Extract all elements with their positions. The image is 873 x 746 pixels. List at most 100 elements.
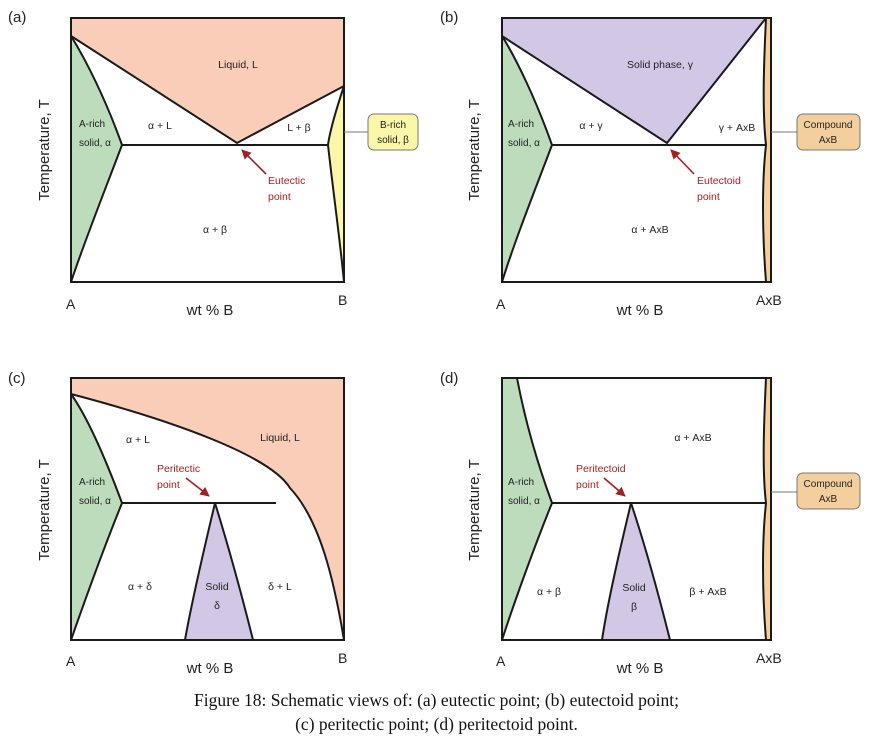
panel-c-letter: (c): [8, 370, 26, 387]
eutectoid-label-2: point: [697, 191, 720, 203]
eutectic-label-1: Eutectic: [268, 175, 305, 187]
delta-left-line: [184, 502, 216, 641]
x-axis-left-end: A: [66, 653, 76, 669]
alpha-solvus-line: [70, 35, 124, 283]
alpha-beta-label: α + β: [203, 224, 227, 236]
peritectic-label-2: point: [157, 479, 180, 491]
alpha-solid-region: [71, 394, 122, 640]
alpha-solid-label-2: solid, α: [508, 496, 540, 507]
panel-d: (d) α + AxB A-rich solid, α α + β Solid …: [440, 370, 861, 677]
alpha-solid-region: [502, 36, 552, 282]
x-axis-title: wt % B: [186, 302, 234, 319]
peritectoid-arrow: [603, 477, 626, 497]
peritectoid-label-1: Peritectoid: [576, 463, 626, 475]
solid-delta-label-1: Solid: [205, 581, 229, 593]
panel-b-letter: (b): [440, 9, 458, 26]
alpha-solid-label-2: solid, α: [79, 138, 111, 149]
y-axis-title: Temperature, T: [36, 459, 53, 560]
callout-label-1: B-rich: [380, 120, 406, 131]
y-axis-title: Temperature, T: [36, 99, 53, 200]
peritectoid-label-2: point: [576, 479, 599, 491]
callout-label-1: Compound: [804, 479, 853, 490]
alpha-l-label: α + L: [148, 120, 172, 132]
callout-box: [796, 472, 861, 510]
gamma-axb-label: γ + AxB: [719, 122, 755, 134]
gamma-solid-region: [502, 18, 766, 143]
x-axis-right-end: AxB: [756, 292, 782, 308]
gamma-boundary-line: [501, 17, 767, 145]
panel-a: (a) Liquid, L α + L L + β A-rich solid, …: [8, 9, 419, 319]
alpha-solvus-line: [70, 393, 124, 641]
alpha-solid-label-1: A-rich: [508, 477, 534, 488]
figure-caption-line-2: (c) peritectic point; (d) peritectoid po…: [295, 714, 578, 734]
alpha-beta-label: α + β: [537, 586, 561, 598]
panel-b: (b) Solid phase, γ α + γ γ + AxB A-rich …: [440, 9, 861, 319]
eutectic-label-2: point: [268, 191, 291, 203]
plot-frame: [501, 17, 772, 283]
beta-right-line: [630, 502, 671, 641]
callout-box: [796, 113, 861, 151]
eutectic-arrow: [241, 149, 267, 175]
liquid-region: [71, 18, 344, 143]
x-axis-right-end: B: [338, 292, 347, 308]
x-axis-title: wt % B: [616, 302, 664, 319]
alpha-solid-label-2: solid, α: [508, 138, 540, 149]
liquid-label: Liquid, L: [218, 59, 258, 71]
eutectoid-arrow: [670, 149, 695, 175]
solid-beta-label-1: Solid: [622, 582, 646, 594]
alpha-solid-region: [71, 36, 122, 282]
panel-a-letter: (a): [8, 9, 26, 26]
y-axis-title: Temperature, T: [466, 99, 483, 200]
x-axis-title: wt % B: [616, 660, 664, 677]
alpha-delta-label: α + δ: [128, 581, 152, 593]
alpha-solvus-line: [501, 35, 554, 283]
plot-frame: [70, 17, 345, 283]
x-axis-left-end: A: [496, 296, 506, 312]
delta-l-label: δ + L: [268, 581, 292, 593]
peritectic-label-1: Peritectic: [157, 463, 200, 475]
compound-region: [763, 378, 771, 640]
liquid-region: [71, 378, 344, 640]
beta-solid-region: [602, 503, 670, 640]
beta-left-line: [601, 502, 632, 641]
beta-solid-region: [328, 86, 344, 282]
panel-d-letter: (d): [440, 370, 458, 387]
solid-delta-label-2: δ: [214, 600, 220, 612]
gamma-label: Solid phase, γ: [627, 59, 694, 71]
x-axis-title: wt % B: [186, 660, 234, 677]
callout-label-2: AxB: [819, 135, 838, 146]
alpha-gamma-label: α + γ: [579, 120, 603, 132]
beta-axb-label: β + AxB: [689, 586, 726, 598]
compound-region: [763, 18, 771, 282]
y-axis-title: Temperature, T: [466, 459, 483, 560]
x-axis-right-end: B: [338, 650, 347, 666]
panel-c: (c) α + L Liquid, L A-rich solid, α α + …: [8, 370, 347, 677]
alpha-solvus-line: [501, 377, 554, 641]
callout-label-2: solid, β: [377, 135, 409, 146]
liquidus-line: [70, 35, 345, 145]
peritectic-arrow: [185, 477, 210, 497]
callout-box: [367, 113, 419, 151]
alpha-solid-label-1: A-rich: [79, 119, 105, 130]
alpha-solid-label-2: solid, α: [79, 496, 111, 507]
delta-right-line: [214, 502, 254, 641]
alpha-solid-region: [502, 378, 552, 640]
plot-frame: [70, 377, 345, 641]
alpha-solid-label-1: A-rich: [508, 119, 534, 130]
l-beta-label: L + β: [287, 122, 310, 134]
x-axis-left-end: A: [66, 296, 76, 312]
beta-solvus-line: [326, 85, 345, 283]
liquidus-line: [70, 393, 345, 641]
plot-frame: [501, 377, 772, 641]
x-axis-left-end: A: [496, 653, 506, 669]
alpha-l-label: α + L: [126, 434, 150, 446]
liquid-label: Liquid, L: [260, 432, 300, 444]
eutectoid-label-1: Eutectoid: [697, 175, 741, 187]
alpha-axb-label: α + AxB: [631, 224, 668, 236]
alpha-axb-label: α + AxB: [674, 432, 711, 444]
figure-caption-line-1: Figure 18: Schematic views of: (a) eutec…: [193, 690, 679, 710]
callout-label-2: AxB: [819, 494, 838, 505]
solid-beta-label-2: β: [631, 601, 637, 613]
alpha-solid-label-1: A-rich: [79, 477, 105, 488]
